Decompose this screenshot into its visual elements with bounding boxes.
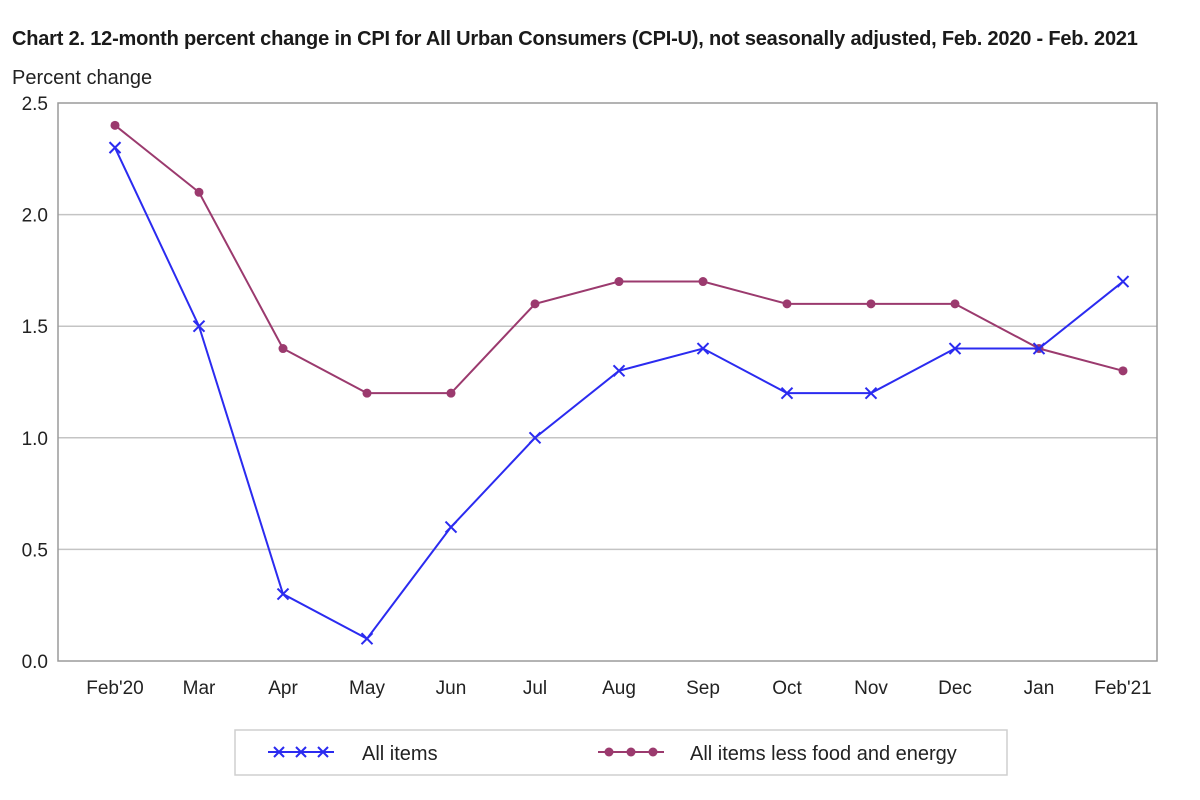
legend-label: All items bbox=[362, 743, 438, 765]
data-point-x-marker bbox=[780, 386, 794, 400]
y-tick-label: 0.5 bbox=[22, 540, 48, 561]
data-point-dot-marker bbox=[110, 120, 120, 130]
chart-title: Chart 2. 12-month percent change in CPI … bbox=[12, 28, 1138, 50]
y-tick-label: 0.0 bbox=[22, 652, 48, 673]
x-tick-labels: Feb'20 Mar Apr May Jun Jul Aug Sep Oct Nov Dec Jan F… bbox=[86, 678, 1152, 699]
data-point-x-marker bbox=[696, 342, 710, 355]
y-tick-label: 1.5 bbox=[22, 317, 48, 338]
y-tick-label: 1.0 bbox=[22, 429, 48, 450]
legend-x-marker bbox=[273, 746, 285, 758]
data-point-dot-marker bbox=[530, 299, 540, 309]
x-tick-label: Mar bbox=[183, 678, 216, 699]
x-tick-label: Jul bbox=[523, 678, 547, 699]
data-point-x-marker bbox=[1032, 342, 1046, 355]
x-tick-label: Feb'21 bbox=[1094, 678, 1152, 699]
x-tick-label: Aug bbox=[602, 678, 636, 699]
data-point-dot-marker bbox=[1118, 366, 1128, 376]
x-tick-label: Oct bbox=[772, 678, 802, 699]
data-point-x-marker bbox=[864, 386, 878, 400]
x-tick-label: Jun bbox=[436, 678, 467, 699]
data-point-dot-marker bbox=[278, 344, 288, 354]
data-point-x-marker bbox=[192, 319, 206, 333]
data-point-x-marker bbox=[948, 342, 962, 355]
data-point-x-marker bbox=[528, 431, 542, 445]
data-point-dot-marker bbox=[362, 388, 372, 398]
x-tick-label: Apr bbox=[268, 678, 298, 699]
legend-label: All items less food and energy bbox=[690, 743, 957, 765]
data-point-dot-marker bbox=[866, 299, 876, 309]
x-tick-label: Feb'20 bbox=[86, 678, 144, 699]
data-point-dot-marker bbox=[194, 187, 204, 197]
legend-entry: All items bbox=[268, 743, 438, 765]
legend-x-marker bbox=[317, 746, 329, 758]
data-point-dot-marker bbox=[446, 388, 456, 398]
data-point-x-marker bbox=[444, 520, 458, 534]
x-tick-label: Jan bbox=[1024, 678, 1055, 699]
series-line bbox=[114, 124, 1124, 395]
data-point-x-marker bbox=[276, 587, 290, 601]
x-tick-label: Sep bbox=[686, 678, 720, 699]
gridlines bbox=[58, 213, 1157, 551]
data-point-x-marker bbox=[108, 141, 122, 154]
y-tick-labels: 0.0 0.5 1.0 1.5 2.0 2.5 bbox=[22, 94, 48, 673]
legend-entry: All items less food and energy bbox=[598, 743, 957, 765]
x-tick-label: May bbox=[349, 678, 385, 699]
x-tick-label: Nov bbox=[854, 678, 888, 699]
series-group bbox=[108, 120, 1130, 645]
data-point-dot-marker bbox=[614, 277, 624, 287]
series-line bbox=[114, 147, 1124, 640]
data-point-dot-marker bbox=[698, 277, 708, 287]
legend-dot-marker bbox=[648, 747, 658, 757]
plot-area-frame bbox=[57, 102, 1158, 662]
x-tick-label: Dec bbox=[938, 678, 972, 699]
data-point-x-marker bbox=[1116, 275, 1130, 288]
y-tick-label: 2.5 bbox=[22, 94, 48, 115]
legend-dot-marker bbox=[604, 747, 614, 757]
data-point-x-marker bbox=[612, 364, 626, 378]
data-point-dot-marker bbox=[950, 299, 960, 309]
legend-dot-marker bbox=[626, 747, 636, 757]
y-axis-label: Percent change bbox=[12, 67, 152, 89]
y-tick-label: 2.0 bbox=[22, 206, 48, 227]
legend: All items All items less food and energy bbox=[268, 743, 957, 765]
data-point-x-marker bbox=[360, 632, 374, 645]
data-point-dot-marker bbox=[782, 299, 792, 309]
legend-x-marker bbox=[295, 746, 307, 758]
